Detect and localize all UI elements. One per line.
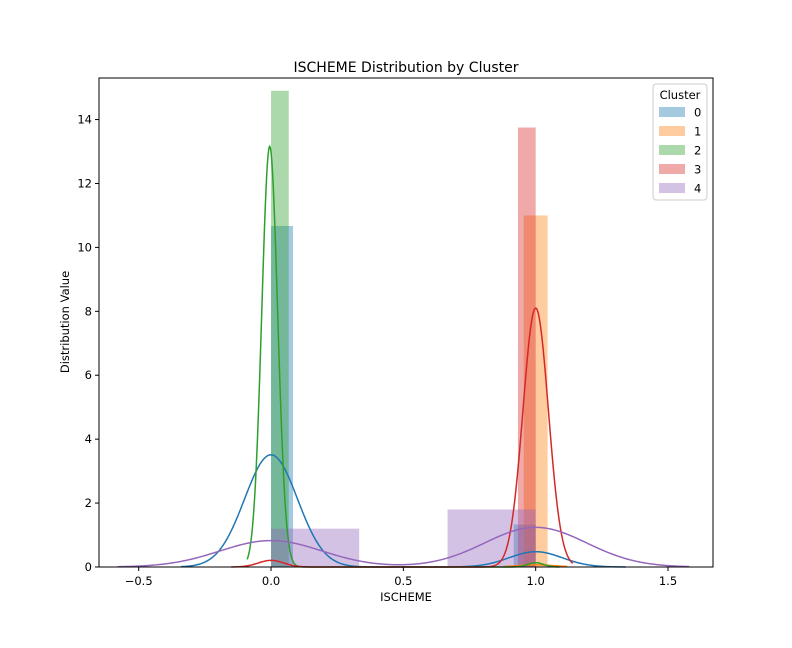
- x-axis-label: ISCHEME: [380, 590, 432, 604]
- y-tick-label: 8: [85, 304, 92, 318]
- bar-cluster-0-1: [513, 524, 536, 567]
- x-tick-label: −0.5: [125, 574, 153, 588]
- legend: Cluster 0 1 2 3 4: [652, 83, 708, 201]
- x-tick-label: 0.0: [262, 574, 280, 588]
- bar-cluster-2-0: [271, 90, 289, 567]
- legend-label-cluster-4: 4: [694, 182, 701, 196]
- kde-line-cluster-4: [117, 526, 690, 568]
- x-tick-label: 1.0: [527, 574, 545, 588]
- legend-label-cluster-2: 2: [694, 144, 701, 158]
- y-tick-label: 10: [77, 240, 92, 254]
- y-axis-label: Distribution Value: [58, 271, 72, 373]
- x-axis-ticks: −0.5 0.0 0.5 1.0 1.5: [125, 567, 677, 588]
- legend-box: [652, 83, 708, 201]
- x-tick-label: 1.5: [659, 574, 677, 588]
- x-tick-label: 0.5: [394, 574, 412, 588]
- legend-items: 0 1 2 3 4: [659, 106, 701, 196]
- legend-swatch-cluster-1: [659, 126, 685, 136]
- y-tick-label: 4: [85, 432, 92, 446]
- legend-title: Cluster: [660, 88, 701, 102]
- bar-cluster-1-0: [523, 215, 548, 567]
- bar-cluster-4-0: [271, 528, 360, 567]
- kde-line-cluster-1: [503, 564, 568, 568]
- bar-cluster-4-1: [447, 509, 536, 567]
- chart-title: ISCHEME Distribution by Cluster: [294, 60, 519, 76]
- y-tick-label: 6: [85, 368, 92, 382]
- legend-swatch-cluster-3: [659, 164, 685, 174]
- plot-frame: [98, 77, 714, 568]
- y-tick-label: 12: [77, 176, 92, 190]
- legend-label-cluster-3: 3: [694, 163, 701, 177]
- histogram-bars: [271, 90, 548, 568]
- y-tick-label: 0: [85, 560, 92, 574]
- legend-label-cluster-0: 0: [694, 106, 701, 120]
- legend-swatch-cluster-4: [659, 183, 685, 193]
- y-axis-ticks: 0 2 4 6 8 10 12 14: [77, 113, 99, 574]
- legend-label-cluster-1: 1: [694, 125, 701, 139]
- legend-swatch-cluster-0: [659, 107, 685, 117]
- bar-cluster-0-0: [271, 225, 293, 568]
- legend-swatch-cluster-2: [659, 145, 685, 155]
- bar-cluster-3-0: [517, 127, 536, 567]
- y-tick-label: 2: [85, 496, 92, 510]
- y-tick-label: 14: [77, 113, 92, 127]
